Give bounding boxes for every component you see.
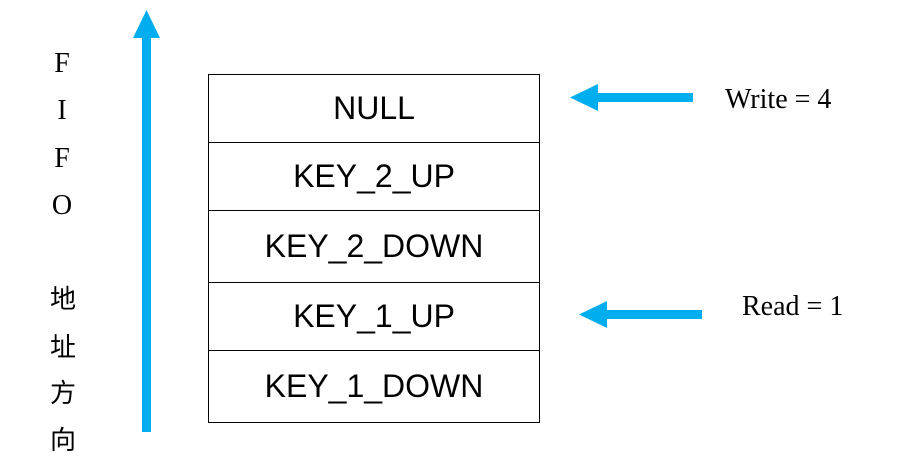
- fifo-row: NULL: [208, 74, 540, 143]
- side-label-char-2: 址: [50, 333, 77, 363]
- write-pointer-label: Write = 4: [725, 84, 832, 115]
- fifo-slot-4: NULL: [208, 74, 540, 143]
- fifo-row: KEY_2_DOWN: [208, 210, 540, 283]
- side-label-char-1: 地: [50, 285, 77, 315]
- read-pointer-arrow-icon: [579, 301, 702, 328]
- read-pointer-label: Read = 1: [742, 291, 844, 322]
- fifo-slot-3: KEY_2_UP: [208, 142, 540, 211]
- fifo-slot-2: KEY_2_DOWN: [208, 210, 540, 283]
- fifo-row: KEY_1_DOWN: [208, 350, 540, 423]
- address-direction-arrow-icon: [133, 10, 160, 432]
- write-pointer-arrow-icon: [570, 84, 693, 111]
- fifo-slot-1: KEY_1_UP: [208, 282, 540, 351]
- side-label-letter-o: O: [51, 190, 73, 221]
- fifo-buffer: NULL KEY_2_UP KEY_2_DOWN KEY_1_UP KEY_1_…: [208, 74, 540, 423]
- fifo-row: KEY_2_UP: [208, 142, 540, 211]
- fifo-row: KEY_1_UP: [208, 282, 540, 351]
- side-label-letter-f2: F: [54, 143, 70, 174]
- side-label-char-3: 方: [50, 379, 77, 409]
- fifo-slot-0: KEY_1_DOWN: [208, 350, 540, 423]
- side-label-letter-i: I: [57, 95, 67, 126]
- side-label-letter-f1: F: [54, 48, 70, 79]
